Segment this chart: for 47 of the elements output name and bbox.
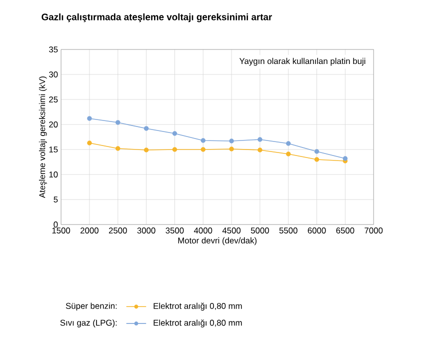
point (229, 146, 234, 152)
x-tick-label: 3500 (166, 227, 184, 234)
point (286, 152, 291, 156)
legend-label: Elektrot aralığı 0,80 mm (154, 319, 242, 328)
x-tick-label: 5000 (250, 227, 269, 234)
x-tick-label: 6000 (308, 227, 326, 234)
y-tick-label: 15 (49, 146, 58, 152)
y-tick-label: 5 (54, 196, 58, 202)
text: Sıvı gaz (LPG): (60, 319, 117, 328)
point (229, 138, 234, 144)
point (200, 138, 206, 143)
point (342, 156, 348, 161)
legend-label: Elektrot aralığı 0,80 mm (154, 302, 242, 310)
x-tick-label: 5500 (279, 227, 298, 234)
x-tick-label: 1500 (52, 227, 70, 234)
x-tick-label: 7000 (364, 227, 383, 234)
point (116, 120, 120, 125)
point (258, 137, 262, 142)
x-tick-label: 2500 (108, 227, 127, 234)
x-tick-label: 4500 (222, 227, 241, 234)
point (144, 126, 149, 131)
x-tick-label: 2000 (80, 227, 98, 234)
x-tick-label: 6500 (336, 227, 354, 234)
point (258, 148, 262, 152)
y-tick-label: 0 (54, 221, 58, 228)
x-tick-label: 3000 (137, 227, 156, 234)
point (116, 146, 120, 151)
text: Süper benzin: (66, 302, 117, 310)
point (87, 140, 92, 146)
y-axis-title: Ateşleme voltajı gereksinimi (kV) (38, 76, 47, 198)
chart-title: Gazlı çalıştırmada ateşleme voltajı gereksinimi artar (42, 13, 272, 22)
y-tick-label: 20 (49, 121, 58, 128)
y-tick-label: 30 (49, 71, 58, 78)
point (314, 157, 320, 162)
x-tick-label: 4000 (194, 227, 212, 234)
point (87, 116, 92, 121)
point (286, 141, 291, 146)
point (200, 147, 206, 152)
point (172, 131, 178, 136)
point (144, 148, 149, 152)
x-axis-title: Motor devri (dev/dak) (178, 237, 257, 246)
point (172, 147, 178, 152)
point (314, 149, 320, 154)
y-tick-label: 35 (49, 46, 58, 52)
y-tick-label: 25 (49, 96, 58, 102)
y-tick-label: 10 (49, 171, 58, 178)
annotation: Yaygın olarak kullanılan platin buji (239, 58, 366, 66)
